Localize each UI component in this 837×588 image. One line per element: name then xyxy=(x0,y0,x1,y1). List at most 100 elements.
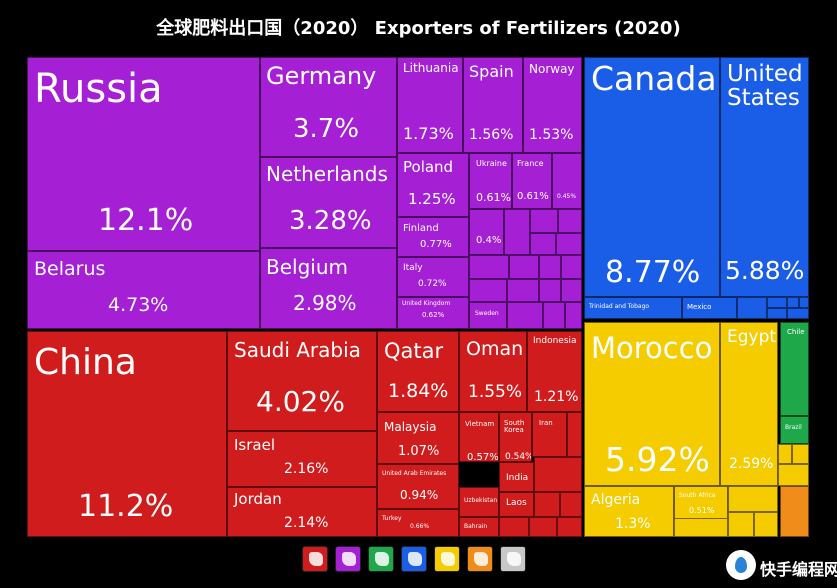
tile-india: India xyxy=(499,462,534,492)
tile-china: China 11.2% xyxy=(27,331,227,537)
tile-name: Ukraine xyxy=(476,159,507,168)
tile-minor-exporter xyxy=(556,233,582,255)
tile-value: 5.88% xyxy=(725,256,805,285)
tile-minor-exporter xyxy=(530,209,558,233)
tile-value: 0.51% xyxy=(689,506,715,515)
tile-minor-exporter xyxy=(539,279,561,302)
tile-value: 1.73% xyxy=(403,124,454,143)
tile-value: 2.59% xyxy=(729,456,774,472)
tile-minor-exporter xyxy=(792,444,809,464)
tile-unlabeled-13: 0.4% xyxy=(469,209,504,255)
tile-name: Netherlands xyxy=(266,162,388,186)
tile-name: Italy xyxy=(403,263,423,273)
tile-minor-exporter xyxy=(754,512,778,537)
tile-value: 1.55% xyxy=(468,382,523,402)
tile-name: Israel xyxy=(234,436,275,454)
tile-value: 4.73% xyxy=(108,294,169,316)
tile-value: 0.61% xyxy=(517,191,549,202)
tile-name: Algeria xyxy=(591,492,641,508)
tile-indonesia: Indonesia 1.21% xyxy=(527,331,582,412)
tile-name: Norway xyxy=(529,62,575,76)
tile-iran: Iran xyxy=(532,412,567,457)
tile-minor-exporter xyxy=(561,279,582,302)
tile-chile: Chile xyxy=(780,322,809,416)
asia-continent-icon xyxy=(302,546,328,572)
tile-name: Morocco xyxy=(591,331,713,365)
chart-title: 全球肥料出口国（2020） Exporters of Fertilizers (… xyxy=(156,18,681,39)
tile-value: 0.54% xyxy=(505,452,532,462)
tile-name: Malaysia xyxy=(384,420,437,434)
tile-brazil: Brazil xyxy=(780,416,809,444)
tile-spain: Spain 1.56% xyxy=(463,57,523,153)
tile-name: China xyxy=(34,342,137,383)
tile-value: 1.07% xyxy=(398,444,440,459)
tile-minor-exporter xyxy=(557,517,582,537)
tile-minor-exporter xyxy=(543,302,565,329)
tile-turkey: Turkey 0.66% xyxy=(377,509,459,537)
tile-minor-exporter xyxy=(469,279,507,302)
tile-name: Laos xyxy=(506,498,527,508)
tile-minor-exporter xyxy=(787,297,799,308)
tile-minor-exporter xyxy=(728,486,778,512)
tile-value: 0.4% xyxy=(476,235,502,246)
tile-value: 0.77% xyxy=(420,239,452,250)
tile-minor-exporter xyxy=(767,297,787,308)
tile-name: Finland xyxy=(403,223,439,234)
tile-value: 0.62% xyxy=(422,311,445,319)
tile-poland: Poland 1.25% xyxy=(397,153,469,217)
watermark-text: 快手编程网 xyxy=(760,560,837,579)
tile-belgium: Belgium 2.98% xyxy=(260,248,397,329)
tile-minor-exporter xyxy=(737,297,767,319)
tile-minor-exporter xyxy=(507,302,543,329)
tile-value: 5.92% xyxy=(605,440,710,479)
tile-name: France xyxy=(517,159,544,168)
continent-shape xyxy=(408,552,422,566)
tile-minor-exporter xyxy=(469,255,509,279)
south-america-continent-icon xyxy=(368,546,394,572)
tile-name: Canada xyxy=(591,59,717,98)
tile-name: Chile xyxy=(787,328,805,336)
tile-value: 4.02% xyxy=(256,385,345,418)
tile-malaysia: Malaysia 1.07% xyxy=(377,412,459,464)
tile-value: 1.25% xyxy=(408,190,456,208)
tile-jordan: Jordan 2.14% xyxy=(227,487,377,537)
tile-egypt: Egypt 2.59% xyxy=(720,322,778,486)
tile-oman: Oman 1.55% xyxy=(459,331,527,412)
north-america-continent-icon xyxy=(401,546,427,572)
tile-minor-exporter xyxy=(787,308,809,319)
tile-name: Uzbekistan xyxy=(464,497,498,504)
tile-name: United Kingdom xyxy=(402,300,451,307)
tile-name: Spain xyxy=(469,62,514,81)
tile-finland: Finland 0.77% xyxy=(397,217,469,257)
tile-united-kingdom: United Kingdom 0.62% xyxy=(397,297,469,329)
tile-value: 3.7% xyxy=(293,114,360,144)
tile-minor-exporter xyxy=(534,492,560,517)
tile-minor-exporter xyxy=(799,297,809,308)
europe-continent-icon xyxy=(335,546,361,572)
tile-value: 2.98% xyxy=(293,291,357,315)
tile-minor-exporter xyxy=(558,209,582,233)
tile-name: Turkey xyxy=(382,515,402,522)
tile-value: 0.61% xyxy=(476,191,511,204)
tile-name: Trinidad and Tobago xyxy=(589,303,650,310)
tile-minor-exporter xyxy=(560,492,582,517)
watermark-logo-icon xyxy=(726,550,756,580)
tile-unlabeled-11: 0.45% xyxy=(552,153,582,209)
tile-minor-exporter xyxy=(539,255,561,279)
tile-minor-exporter xyxy=(565,302,582,329)
tile-name: Qatar xyxy=(384,339,444,363)
tile-bahrain: Bahrain xyxy=(459,517,499,537)
tile-russia: Russia 12.1% xyxy=(27,57,260,251)
tile-canada: Canada 8.77% xyxy=(584,57,720,297)
tile-norway: Norway 1.53% xyxy=(523,57,582,153)
tile-minor-exporter xyxy=(728,512,754,537)
tile-minor-exporter xyxy=(499,517,529,537)
tile-belarus: Belarus 4.73% xyxy=(27,251,260,329)
tile-name: Brazil xyxy=(785,424,802,431)
tile-name: Jordan xyxy=(234,490,282,508)
tile-ukraine: Ukraine 0.61% xyxy=(469,153,512,209)
tile-name: Iran xyxy=(539,419,553,427)
continent-shape xyxy=(474,552,488,566)
tile-lithuania: Lithuania 1.73% xyxy=(397,57,463,153)
